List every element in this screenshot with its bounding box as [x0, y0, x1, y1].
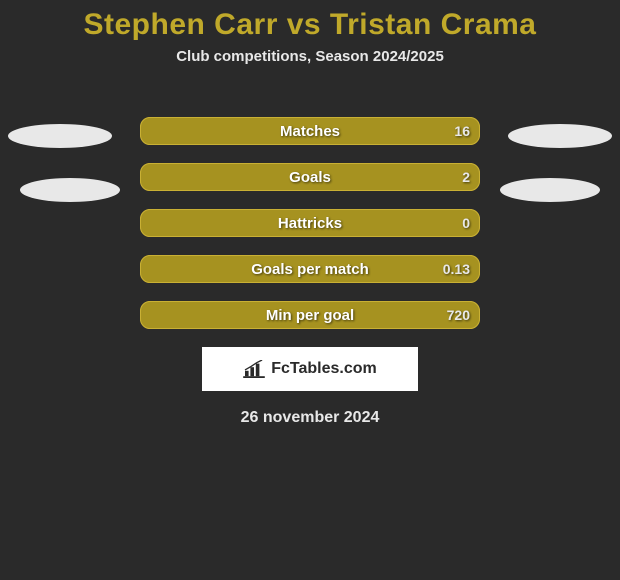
avatar-placeholder-left-2: [20, 178, 120, 202]
stat-bar: Goals per match0.13: [140, 255, 480, 283]
avatar-placeholder-left-1: [8, 124, 112, 148]
avatar-placeholder-right-1: [508, 124, 612, 148]
avatar-placeholder-right-2: [500, 178, 600, 202]
bar-fill: [140, 255, 480, 283]
bar-fill: [140, 301, 480, 329]
logo-box: FcTables.com: [202, 347, 418, 391]
stats-bars: Matches16 Goals2 Hattricks0 Goals per match…: [140, 117, 480, 329]
logo-text: FcTables.com: [271, 360, 377, 378]
bar-fill: [140, 117, 480, 145]
bars-chart-icon: [243, 360, 265, 378]
stat-bar: Min per goal720: [140, 301, 480, 329]
page-title: Stephen Carr vs Tristan Crama: [0, 0, 620, 42]
bar-fill: [140, 163, 480, 191]
stat-bar: Matches16: [140, 117, 480, 145]
date-text: 26 november 2024: [0, 409, 620, 427]
stat-bar: Hattricks0: [140, 209, 480, 237]
subtitle: Club competitions, Season 2024/2025: [0, 48, 620, 65]
stat-bar: Goals2: [140, 163, 480, 191]
bar-fill: [140, 209, 480, 237]
